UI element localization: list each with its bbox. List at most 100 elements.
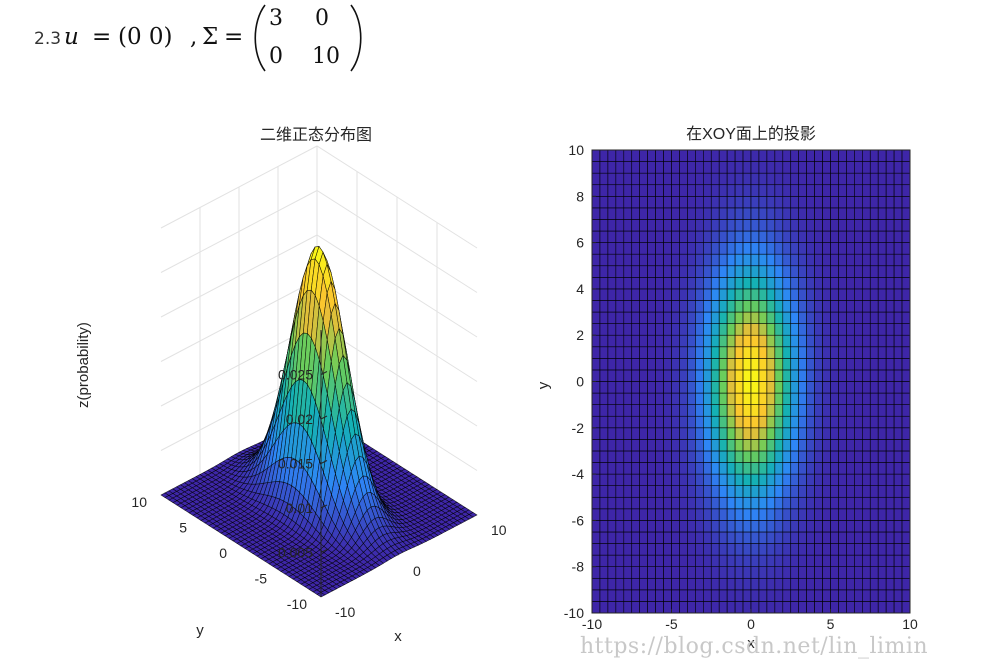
heatmap-cell [885, 554, 895, 568]
heatmap-cell [814, 496, 823, 510]
heatmap-cell [639, 392, 648, 405]
heatmap-cell [846, 415, 855, 429]
heatmap-cell [703, 369, 712, 382]
heatmap-cell [758, 311, 768, 324]
heatmap-cell [846, 334, 855, 348]
heatmap-cell [806, 346, 815, 359]
heatmap-cell [861, 311, 871, 324]
heatmap-cell [695, 381, 704, 394]
heatmap-cell [726, 277, 736, 290]
heatmap-cell [599, 439, 609, 452]
heatmap-cell [758, 427, 768, 440]
heatmap-cell [615, 311, 625, 324]
heatmap-cell [869, 277, 879, 290]
heatmap-cell [687, 520, 696, 533]
heatmap-cell [591, 473, 601, 486]
heatmap-cell [774, 508, 784, 521]
heatmap-cell [782, 300, 792, 313]
heatmap-cell [599, 577, 609, 591]
heatmap-cell [687, 369, 696, 382]
heatmap-cell [901, 554, 911, 568]
heatmap-cell [885, 184, 895, 197]
heatmap-cell [901, 334, 911, 348]
heatmap-cell [591, 439, 601, 452]
heatmap-cell [774, 496, 784, 510]
heatmap-cell [655, 300, 664, 313]
heatmap-cell [695, 242, 704, 255]
heatmap-cell [718, 288, 728, 301]
heatmap-cell [814, 601, 823, 614]
heatmap-cell [893, 346, 903, 359]
heatmap-cell [822, 577, 831, 591]
heatmap-cell [695, 554, 704, 568]
heatmap-cell [782, 508, 792, 521]
heatmap-cell [854, 242, 863, 255]
heatmap-cell [750, 543, 760, 556]
heatmap-cell [607, 288, 617, 301]
heatmap-cell [750, 242, 760, 255]
heatmap-cell [599, 520, 609, 533]
heatmap-cell [599, 566, 609, 579]
heatmap-cell [861, 381, 871, 394]
heatmap-cell [599, 149, 609, 162]
heatmap-cell [710, 196, 720, 209]
heatmap-cell [782, 358, 792, 371]
heatmap-cell [830, 369, 839, 382]
heatmap-cell [838, 323, 847, 336]
heatmap-cell [671, 531, 680, 544]
heatmap-cell [869, 577, 879, 591]
heatmap-cell [710, 161, 720, 174]
heatmap-cell [710, 543, 720, 556]
heatmap-cell [615, 334, 625, 348]
heatmap-cell [750, 589, 760, 602]
heatmap-cell [814, 230, 823, 243]
heatmap-cell [893, 439, 903, 452]
heatmap-cell [814, 311, 823, 324]
heatmap-cell [615, 358, 625, 371]
heatmap-cell [861, 462, 871, 475]
heatmap-cell [591, 415, 601, 429]
heatmap-cell [623, 219, 633, 232]
heatmap-cell [734, 531, 744, 544]
heatmap-cell [814, 358, 823, 371]
heatmap-cell [774, 404, 784, 417]
heatmap-cell [599, 404, 609, 417]
heatmap-cell [893, 427, 903, 440]
heatmap-cell [710, 311, 720, 324]
heatmap-cell [861, 589, 871, 602]
heatmap-cell [607, 543, 617, 556]
heatmap-cell [726, 496, 736, 510]
heatmap-cell [869, 369, 879, 382]
heatmap-cell [607, 381, 617, 394]
heatmap-cell [623, 196, 633, 209]
heatmap-cell [869, 508, 879, 521]
heatmap-cell [854, 288, 863, 301]
heatmap-cell [846, 531, 855, 544]
heatmap-cell [663, 531, 672, 544]
heatmap-cell [822, 219, 831, 232]
heatmap-cell [631, 462, 640, 475]
heatmap-cell [885, 242, 895, 255]
heatmap-cell [750, 369, 760, 382]
heatmap-cell [679, 485, 688, 498]
heatmap-cell [639, 311, 648, 324]
heatmap-cell [687, 543, 696, 556]
heatmap-cell [901, 242, 911, 255]
heatmap-cell [703, 334, 712, 348]
heatmap-cell [679, 473, 688, 486]
heatmap-cell [806, 369, 815, 382]
heatmap-cell [790, 577, 799, 591]
heatmap-cell [774, 485, 784, 498]
heatmap-cell [734, 311, 744, 324]
heatmap-cell [861, 415, 871, 429]
heatmap-cell [726, 485, 736, 498]
heatmap-cell [663, 172, 672, 186]
y-tick-label: 2 [576, 327, 584, 343]
matrix-left-paren [254, 4, 266, 72]
heatmap-cell [734, 520, 744, 533]
heatmap-cell [806, 277, 815, 290]
heatmap-cell [639, 334, 648, 348]
heatmap-cell [758, 531, 768, 544]
heatmap-cell [726, 311, 736, 324]
heatmap-cell [734, 415, 744, 429]
